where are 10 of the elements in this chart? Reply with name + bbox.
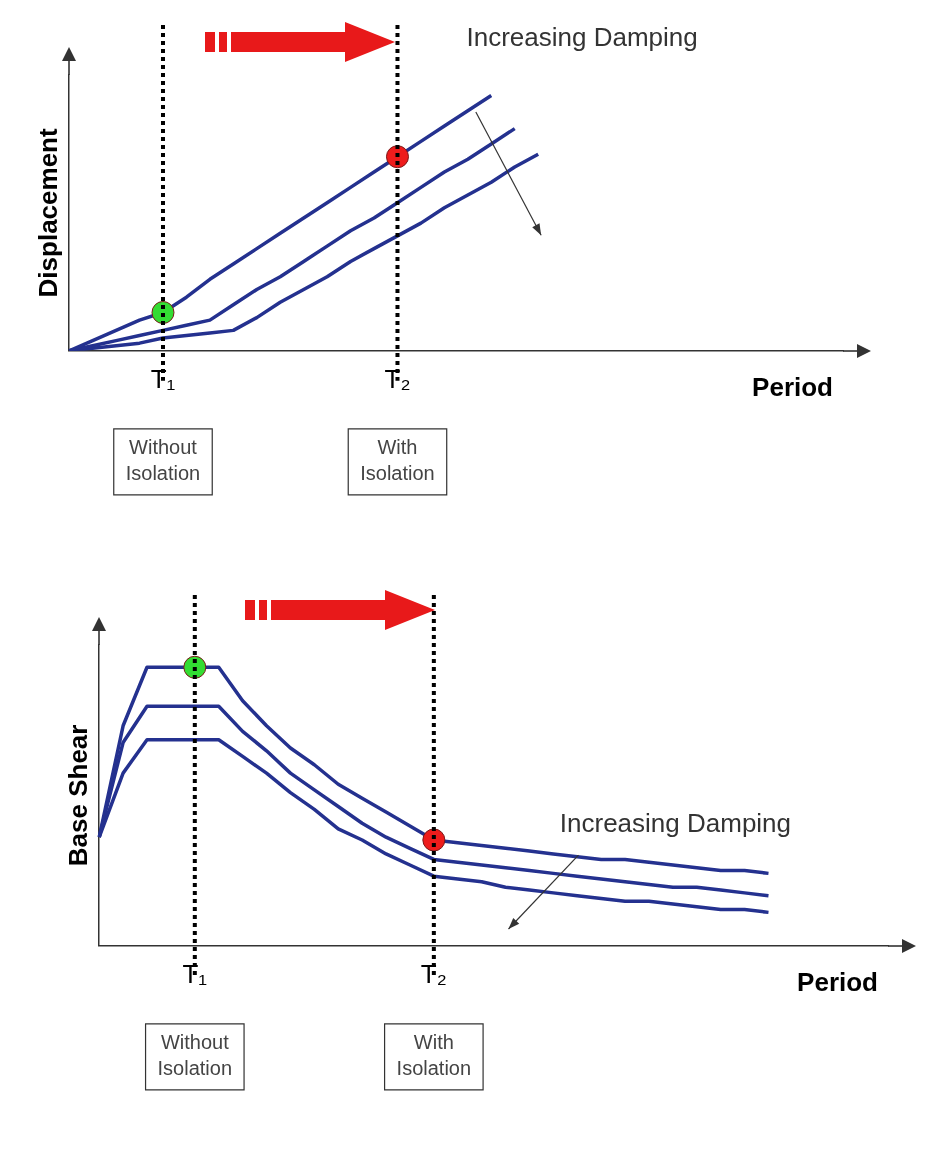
y-axis-title: Displacement xyxy=(32,128,63,298)
text: Increasing Damping xyxy=(466,22,698,53)
y-axis-title: Base Shear xyxy=(62,724,93,867)
text: Without Isolation xyxy=(157,1031,233,1080)
text: With Isolation xyxy=(360,436,435,485)
text: Without Isolation xyxy=(125,436,201,485)
text: With Isolation xyxy=(396,1031,472,1080)
annotation: Increasing Damping xyxy=(559,807,792,838)
x-axis-title: Period xyxy=(797,966,878,997)
x-axis-title: Period xyxy=(752,371,833,402)
